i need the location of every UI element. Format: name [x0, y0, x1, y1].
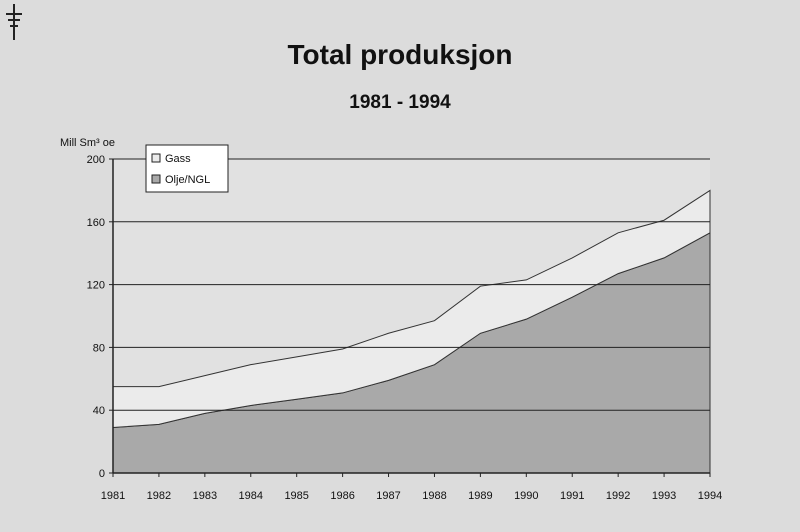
y-tick-label: 120 [87, 280, 105, 292]
x-tick-label: 1994 [698, 490, 722, 502]
y-tick-label: 40 [93, 405, 105, 417]
y-tick-label: 160 [87, 217, 105, 229]
plot-area: 0 40 80 120 160 200 1981 1982 1983 1984 1985 1986 19… [87, 154, 723, 502]
chart-subtitle: 1981 - 1994 [349, 92, 451, 113]
y-tick-label: 200 [87, 154, 105, 166]
legend-swatch-gass [151, 153, 161, 163]
y-axis-label: Mill Sm³ oe [60, 137, 115, 149]
legend-label-gass: Gass [165, 153, 191, 165]
chart-title: Total produksjon [287, 39, 512, 70]
legend-swatch-olje [151, 174, 161, 184]
x-tick-label: 1987 [376, 490, 400, 502]
x-tick-label: 1984 [239, 490, 263, 502]
y-tick-label: 80 [93, 342, 105, 354]
x-tick-label: 1985 [284, 490, 308, 502]
x-tick-label: 1983 [193, 490, 217, 502]
x-tick-label: 1989 [468, 490, 492, 502]
legend: Gass Olje/NGL [145, 144, 229, 193]
x-tick-label: 1991 [560, 490, 584, 502]
oil-rig-icon [6, 4, 22, 40]
x-tick-label: 1992 [606, 490, 630, 502]
x-tick-label: 1990 [514, 490, 538, 502]
legend-box [145, 144, 229, 193]
x-tick-label: 1993 [652, 490, 676, 502]
x-tick-label: 1986 [330, 490, 354, 502]
area-gass [112, 189, 711, 429]
x-tick-label: 1982 [147, 490, 171, 502]
x-tick-label: 1988 [422, 490, 446, 502]
x-tick-label: 1981 [101, 490, 125, 502]
legend-label-olje: Olje/NGL [165, 174, 210, 186]
y-tick-label: 0 [99, 468, 105, 480]
